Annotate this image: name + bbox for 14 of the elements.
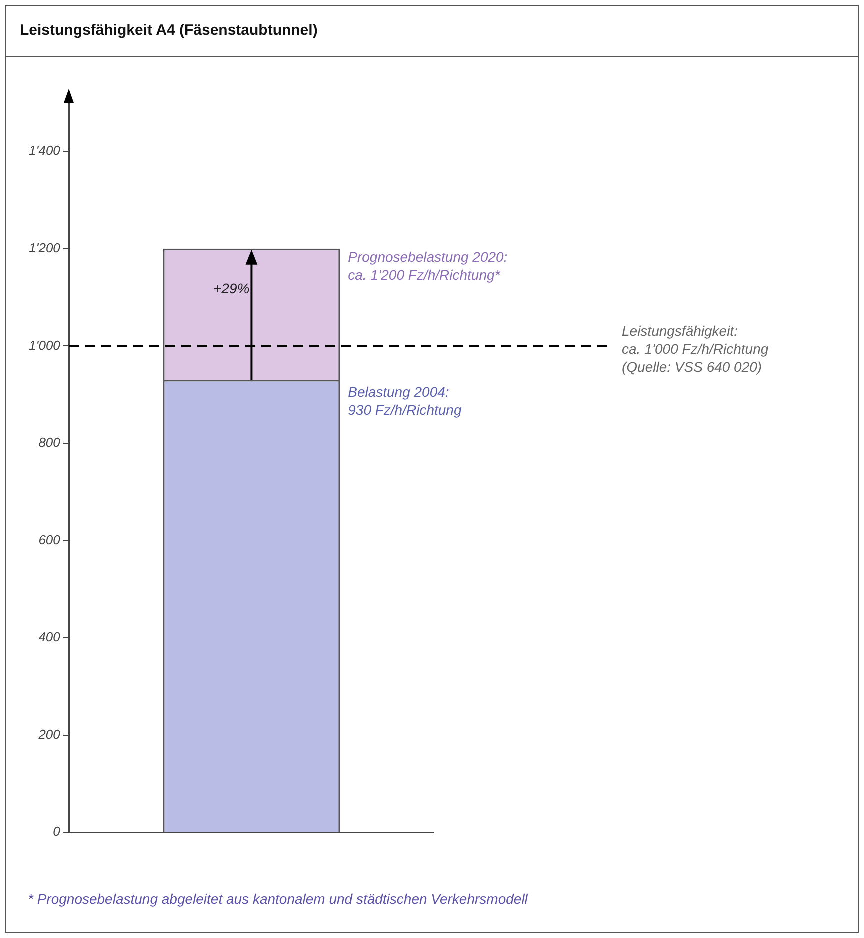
y-tick-label: 600: [38, 532, 62, 548]
text: * Prognosebelastung abgeleitet aus kantonalem und städtischen Verkehrsmodell: [28, 891, 528, 907]
y-tick-label: 200: [38, 726, 62, 742]
annotation: Prognosebelastung 2020: ca. 1'200 Fz/h/Richtung*: [348, 248, 508, 283]
chart-title: Leistungsfähigkeit A4 (Fäsenstaubtunnel): [6, 6, 858, 57]
annotation: +29%: [214, 280, 250, 296]
y-tick-label: 1'200: [28, 240, 62, 256]
y-tick-label: 800: [38, 435, 62, 450]
y-tick-label: 0: [53, 824, 62, 840]
y-tick-label: 1'400: [28, 143, 62, 158]
annotation: Belastung 2004: 930 Fz/h/Richtung: [348, 384, 462, 418]
ref-line-label: Leistungsfähigkeit: ca. 1'000 Fz/h/Richtung (Quelle: VSS 640 020): [622, 323, 769, 376]
y-tick-label: 1'000: [28, 338, 62, 353]
y-tick-label: 400: [38, 630, 62, 645]
